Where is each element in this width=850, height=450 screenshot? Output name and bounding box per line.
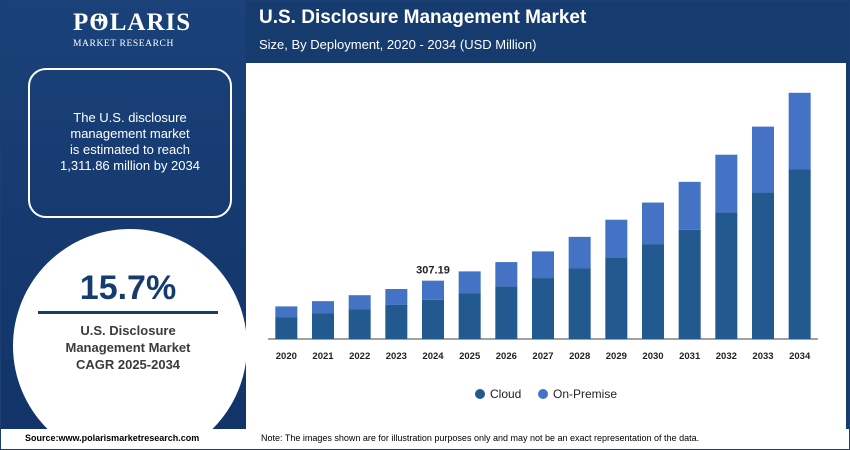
bar-on-premise-2025 xyxy=(458,271,481,294)
bar-on-premise-2033 xyxy=(752,126,774,193)
bar-cloud-2024 xyxy=(422,299,444,339)
bar-on-premise-2023 xyxy=(385,289,408,305)
legend-label-on-premise: On-Premise xyxy=(553,387,617,401)
bar-cloud-2020 xyxy=(275,317,298,339)
bar-cloud-2021 xyxy=(312,313,334,339)
cagr-circle: 15.7% U.S. Disclosure Management Market … xyxy=(13,229,247,449)
x-tick-2027: 2027 xyxy=(532,351,553,362)
bar-cloud-2032 xyxy=(715,212,738,339)
x-tick-2024: 2024 xyxy=(422,351,444,362)
bar-on-premise-2024 xyxy=(422,280,444,300)
summary-box: The U.S. disclosure management market is… xyxy=(28,68,232,218)
brand-logo-subtitle: MARKET RESEARCH xyxy=(73,39,174,49)
bar-cloud-2029 xyxy=(605,257,628,339)
summary-text: The U.S. disclosure management market is… xyxy=(60,110,200,173)
bar-on-premise-2028 xyxy=(568,236,591,269)
bar-on-premise-2029 xyxy=(605,219,628,258)
chart-subtitle: Size, By Deployment, 2020 - 2034 (USD Mi… xyxy=(259,37,537,52)
bar-on-premise-2030 xyxy=(642,202,664,245)
legend-marker-on-premise xyxy=(538,389,548,399)
bar-on-premise-2027 xyxy=(532,251,554,279)
cagr-value: 15.7% xyxy=(79,269,177,307)
bar-cloud-2031 xyxy=(678,229,701,339)
chart-title: U.S. Disclosure Management Market xyxy=(259,7,587,28)
cagr-divider xyxy=(38,311,218,314)
source-text: Source:www.polarismarketresearch.com xyxy=(25,433,200,443)
bar-on-premise-2022 xyxy=(348,295,371,310)
x-tick-2031: 2031 xyxy=(679,351,701,362)
bar-cloud-2025 xyxy=(458,293,481,339)
brand-logo-name: POLARIS xyxy=(73,9,192,36)
x-tick-2020: 2020 xyxy=(276,351,297,362)
bar-cloud-2023 xyxy=(385,304,408,339)
footer: Source:www.polarismarketresearch.com Not… xyxy=(1,429,849,449)
note-text: Note: The images shown are for illustrat… xyxy=(261,433,700,443)
bar-on-premise-2021 xyxy=(312,301,334,314)
x-tick-2034: 2034 xyxy=(789,351,811,362)
x-tick-2023: 2023 xyxy=(386,351,407,362)
x-tick-2028: 2028 xyxy=(569,351,590,362)
bar-on-premise-2031 xyxy=(678,181,701,230)
bar-chart: 2020 2021 2022 2023 2024 307.19 2025 2026 2027 20… xyxy=(268,92,818,401)
x-tick-2025: 2025 xyxy=(459,351,481,362)
x-tick-2021: 2021 xyxy=(312,351,334,362)
bar-cloud-2027 xyxy=(532,278,554,339)
bar-cloud-2034 xyxy=(788,169,811,339)
x-tick-2022: 2022 xyxy=(349,351,370,362)
bar-cloud-2026 xyxy=(495,286,518,339)
legend-label-cloud: Cloud xyxy=(490,387,521,401)
bar-on-premise-2020 xyxy=(275,306,298,318)
chart-panel: 2020 2021 2022 2023 2024 307.19 2025 2026 2027 20… xyxy=(246,63,846,429)
bar-cloud-2030 xyxy=(642,244,664,339)
bar-cloud-2022 xyxy=(348,309,371,339)
data-label-2024: 307.19 xyxy=(416,265,450,277)
x-tick-2033: 2033 xyxy=(752,351,773,362)
bar-on-premise-2026 xyxy=(495,262,518,287)
cagr-label: U.S. Disclosure Management Market CAGR 2… xyxy=(65,323,191,372)
bar-cloud-2028 xyxy=(568,268,591,339)
legend-marker-cloud xyxy=(475,389,485,399)
x-tick-2029: 2029 xyxy=(606,351,627,362)
x-tick-2030: 2030 xyxy=(642,351,663,362)
x-tick-2032: 2032 xyxy=(716,351,737,362)
bar-on-premise-2032 xyxy=(715,154,738,213)
compass-star-icon xyxy=(93,13,107,27)
bar-on-premise-2034 xyxy=(788,92,811,170)
bar-cloud-2033 xyxy=(752,192,774,339)
x-tick-2026: 2026 xyxy=(496,351,517,362)
